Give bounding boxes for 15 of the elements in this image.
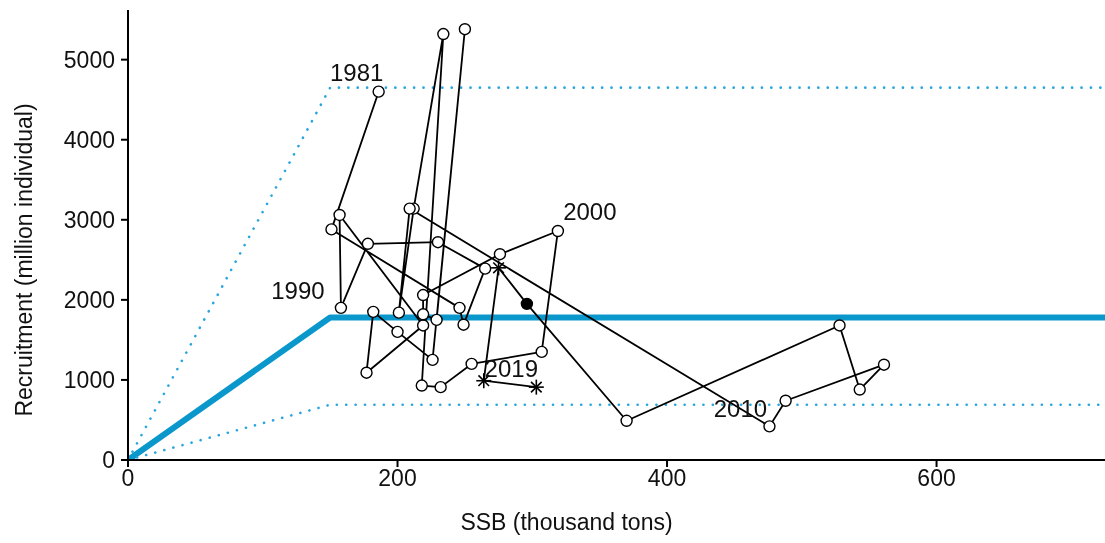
- annotation: 2000: [563, 198, 617, 226]
- y-tick-label: 4000: [63, 126, 115, 153]
- y-tick-label: 0: [102, 447, 115, 474]
- x-tick-label: 600: [917, 465, 956, 492]
- y-tick-label: 1000: [63, 367, 115, 394]
- x-tick-label: 200: [378, 465, 417, 492]
- y-tick-label: 5000: [63, 46, 115, 73]
- y-tick-label: 3000: [63, 206, 115, 233]
- x-tick-label: 0: [121, 465, 135, 492]
- annotation: 1990: [271, 277, 325, 305]
- x-tick-label: 400: [647, 465, 687, 492]
- annotation: 1981: [329, 59, 384, 87]
- x-axis-title: SSB (thousand tons): [460, 509, 673, 535]
- y-axis-title: Recruitment (million individual): [11, 103, 37, 417]
- y-tick-label: 2000: [63, 287, 115, 314]
